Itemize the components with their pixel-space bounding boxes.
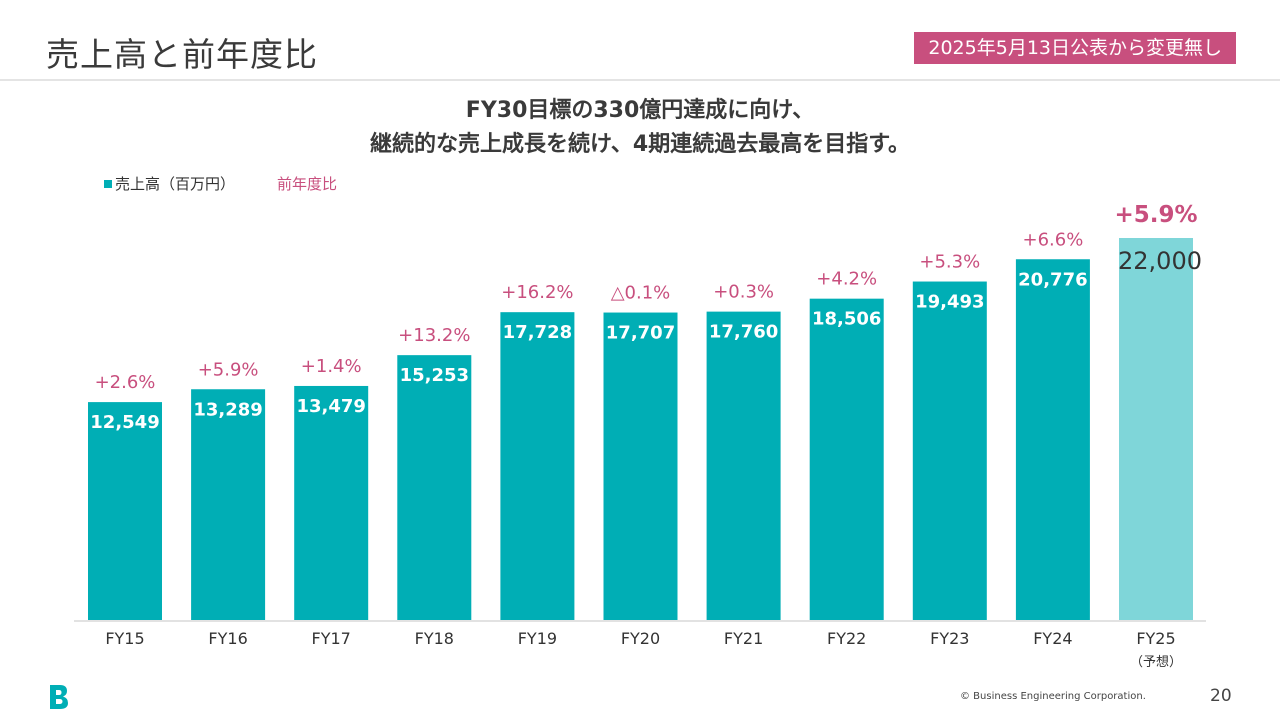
value-label-fy17: 13,479 (296, 396, 365, 417)
yoy-label-fy15: +2.6% (95, 372, 156, 393)
value-label-fy20: 17,707 (606, 323, 675, 344)
bar-fy18 (397, 355, 472, 620)
x-tick-label-fy23: FY23 (930, 629, 969, 648)
value-label-fy24: 20,776 (1018, 269, 1087, 290)
x-tick-sublabel-fy25: （予想） (1130, 654, 1182, 670)
bar-fy21 (706, 311, 781, 620)
legend-yoy-label: 前年度比 (277, 175, 338, 193)
yoy-label-fy21: +0.3% (713, 282, 774, 303)
bar-fy15 (88, 402, 162, 620)
page-title: 売上高と前年度比 (46, 35, 318, 74)
yoy-label-fy18: +13.2% (398, 325, 470, 346)
bar-fy23 (912, 281, 987, 620)
value-label-fy19: 17,728 (503, 322, 572, 343)
yoy-label-fy20: △0.1% (611, 283, 671, 304)
x-tick-label-fy15: FY15 (105, 629, 144, 648)
headline-line-1: FY30目標の330億円達成に向け、 (465, 98, 815, 123)
copyright: © Business Engineering Corporation. (960, 691, 1146, 702)
company-logo-icon (50, 685, 68, 709)
x-tick-label-fy20: FY20 (621, 629, 660, 648)
headline-line-2: 継続的な売上成長を続け、4期連続過去最高を目指す。 (369, 132, 910, 157)
bar-fy20 (603, 312, 678, 620)
x-tick-label-fy21: FY21 (724, 629, 763, 648)
bar-fy24 (1015, 259, 1090, 620)
yoy-label-fy24: +6.6% (1022, 229, 1083, 250)
x-tick-label-fy19: FY19 (518, 629, 557, 648)
x-tick-label-fy25: FY25 (1136, 629, 1175, 648)
legend-sales-swatch (104, 179, 112, 188)
page-number: 20 (1210, 686, 1232, 706)
x-tick-label-fy18: FY18 (415, 629, 454, 648)
notice-badge: 2025年5月13日公表から変更無し (914, 32, 1236, 64)
bar-fy19 (500, 312, 575, 620)
value-label-fy15: 12,549 (90, 412, 159, 433)
chart-legend: 売上高（百万円） 前年度比 (104, 173, 337, 194)
value-label-fy18: 15,253 (400, 365, 469, 386)
yoy-label-fy16: +5.9% (198, 359, 259, 380)
value-label-fy16: 13,289 (193, 399, 262, 420)
bar-fy22 (809, 298, 884, 620)
bar-fy17 (294, 385, 369, 620)
bar-fy25 (1119, 238, 1193, 620)
yoy-label-fy17: +1.4% (301, 356, 362, 377)
bar-fy16 (191, 389, 266, 620)
yoy-label-fy22: +4.2% (816, 269, 877, 290)
value-label-fy21: 17,760 (709, 322, 778, 343)
legend-sales-label: 売上高（百万円） (115, 175, 236, 193)
yoy-label-fy23: +5.3% (919, 252, 980, 273)
x-tick-label-fy22: FY22 (827, 629, 866, 648)
value-label-fy25: 22,000 (1118, 247, 1202, 275)
yoy-label-fy19: +16.2% (501, 282, 573, 303)
x-tick-label-fy16: FY16 (208, 629, 247, 648)
title-divider (0, 79, 1280, 81)
value-label-fy22: 18,506 (812, 309, 881, 330)
value-label-fy23: 19,493 (915, 292, 984, 313)
yoy-label-fy25: +5.9% (1114, 202, 1197, 228)
x-tick-label-fy17: FY17 (312, 629, 351, 648)
x-tick-label-fy24: FY24 (1033, 629, 1072, 648)
